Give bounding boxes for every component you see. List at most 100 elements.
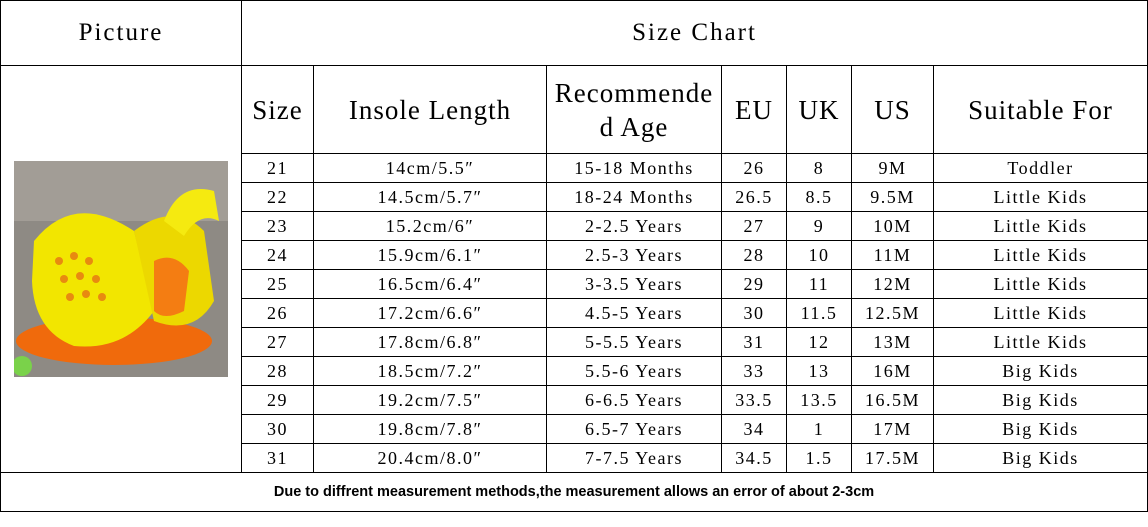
- table-cell: 4.5-5 Years: [546, 298, 722, 328]
- table-row: 25 16.5cm/6.4″ 3-3.5 Years 29 11 12M Little Ki…: [1, 269, 1148, 299]
- table-row: 26 17.2cm/6.6″ 4.5-5 Years 30 11.5 12.5M Littl…: [1, 298, 1148, 328]
- column-header: Size: [241, 65, 314, 154]
- table-cell: 19.8cm/7.8″: [313, 414, 547, 444]
- column-header: Insole Length: [313, 65, 547, 154]
- table-cell: Little Kids: [932, 269, 1148, 299]
- table-cell: Little Kids: [932, 182, 1148, 212]
- table-cell: 18-24 Months: [546, 182, 722, 212]
- table-row: 31 20.4cm/8.0″ 7-7.5 Years 34.5 1.5 17.5M Big …: [1, 443, 1148, 473]
- table-cell: Big Kids: [932, 356, 1148, 386]
- table-cell: 8.5: [786, 182, 852, 212]
- table-cell: Big Kids: [932, 443, 1148, 473]
- table-cell: 13: [786, 356, 852, 386]
- table-row: 30 19.8cm/7.8″ 6.5-7 Years 34 1 17M Big Kids: [1, 414, 1148, 444]
- table-cell: 12.5M: [851, 298, 934, 328]
- table-cell: 30: [721, 298, 787, 328]
- table-cell: Big Kids: [932, 414, 1148, 444]
- table-cell: 13M: [851, 327, 934, 357]
- table-cell: 20.4cm/8.0″: [313, 443, 547, 473]
- table-row: 22 14.5cm/5.7″ 18-24 Months 26.5 8.5 9.5M Litt…: [1, 182, 1148, 212]
- column-header: US: [851, 65, 934, 154]
- table-cell: 13.5: [786, 385, 852, 415]
- table-cell: 29: [721, 269, 787, 299]
- table-row: 27 17.8cm/6.8″ 5-5.5 Years 31 12 13M Little Ki…: [1, 327, 1148, 357]
- size-chart-table: Picture Size Chart: [0, 0, 1148, 512]
- table-cell: 2.5-3 Years: [546, 240, 722, 270]
- table-cell: 6-6.5 Years: [546, 385, 722, 415]
- table-cell: Little Kids: [932, 298, 1148, 328]
- table-cell: 15-18 Months: [546, 153, 722, 183]
- table-cell: 14.5cm/5.7″: [313, 182, 547, 212]
- table-cell: 16.5M: [851, 385, 934, 415]
- table-cell: 30: [241, 414, 314, 444]
- table-cell: 33.5: [721, 385, 787, 415]
- table-cell: 19.2cm/7.5″: [313, 385, 547, 415]
- table-cell: 6.5-7 Years: [546, 414, 722, 444]
- table-cell: 16M: [851, 356, 934, 386]
- table-cell: 26.5: [721, 182, 787, 212]
- table-cell: 11M: [851, 240, 934, 270]
- table-cell: 23: [241, 211, 314, 241]
- table-cell: 15.9cm/6.1″: [313, 240, 547, 270]
- table-cell: 24: [241, 240, 314, 270]
- table-cell: 18.5cm/7.2″: [313, 356, 547, 386]
- table-cell: 8: [786, 153, 852, 183]
- table-cell: 21: [241, 153, 314, 183]
- column-header: UK: [786, 65, 852, 154]
- table-cell: Big Kids: [932, 385, 1148, 415]
- table-cell: 14cm/5.5″: [313, 153, 547, 183]
- product-picture-cell: [0, 65, 242, 473]
- table-cell: 10M: [851, 211, 934, 241]
- column-header: Recommended Age: [546, 65, 722, 154]
- table-cell: 29: [241, 385, 314, 415]
- table-cell: 1.5: [786, 443, 852, 473]
- table-row: 24 15.9cm/6.1″ 2.5-3 Years 28 10 11M Little Ki…: [1, 240, 1148, 270]
- table-cell: 17.2cm/6.6″: [313, 298, 547, 328]
- footer-note: Due to diffrent measurement methods,the …: [0, 472, 1148, 512]
- table-cell: 9: [786, 211, 852, 241]
- table-cell: 27: [241, 327, 314, 357]
- column-header-row: Size Insole Length Recommended Age EU UK US Su…: [0, 65, 1148, 473]
- picture-header: Picture: [0, 0, 242, 66]
- table-cell: 25: [241, 269, 314, 299]
- column-header: Suitable For: [932, 65, 1148, 154]
- table-cell: 17.5M: [851, 443, 934, 473]
- table-cell: 33: [721, 356, 787, 386]
- table-cell: 9M: [851, 153, 934, 183]
- product-photo: [14, 161, 228, 377]
- table-cell: 22: [241, 182, 314, 212]
- footer-row: Due to diffrent measurement methods,the …: [0, 472, 1148, 512]
- table-cell: 31: [241, 443, 314, 473]
- table-cell: Toddler: [932, 153, 1148, 183]
- table-cell: 34.5: [721, 443, 787, 473]
- table-cell: 7-7.5 Years: [546, 443, 722, 473]
- chart-title: Size Chart: [240, 0, 1148, 66]
- table-cell: 10: [786, 240, 852, 270]
- table-cell: Little Kids: [932, 327, 1148, 357]
- table-cell: 31: [721, 327, 787, 357]
- table-cell: 27: [721, 211, 787, 241]
- table-cell: 2-2.5 Years: [546, 211, 722, 241]
- table-row: 29 19.2cm/7.5″ 6-6.5 Years 33.5 13.5 16.5M Big…: [1, 385, 1148, 415]
- header-row: Picture Size Chart: [0, 0, 1148, 66]
- table-cell: 3-3.5 Years: [546, 269, 722, 299]
- table-cell: Little Kids: [932, 240, 1148, 270]
- table-cell: 17.8cm/6.8″: [313, 327, 547, 357]
- table-cell: Little Kids: [932, 211, 1148, 241]
- table-cell: 34: [721, 414, 787, 444]
- table-cell: 26: [241, 298, 314, 328]
- table-cell: 15.2cm/6″: [313, 211, 547, 241]
- table-cell: 5-5.5 Years: [546, 327, 722, 357]
- table-cell: 1: [786, 414, 852, 444]
- column-header: EU: [721, 65, 787, 154]
- table-cell: 11.5: [786, 298, 852, 328]
- table-cell: 12: [786, 327, 852, 357]
- table-cell: 11: [786, 269, 852, 299]
- table-cell: 5.5-6 Years: [546, 356, 722, 386]
- table-cell: 26: [721, 153, 787, 183]
- table-cell: 12M: [851, 269, 934, 299]
- table-cell: 17M: [851, 414, 934, 444]
- table-cell: 28: [721, 240, 787, 270]
- table-cell: 16.5cm/6.4″: [313, 269, 547, 299]
